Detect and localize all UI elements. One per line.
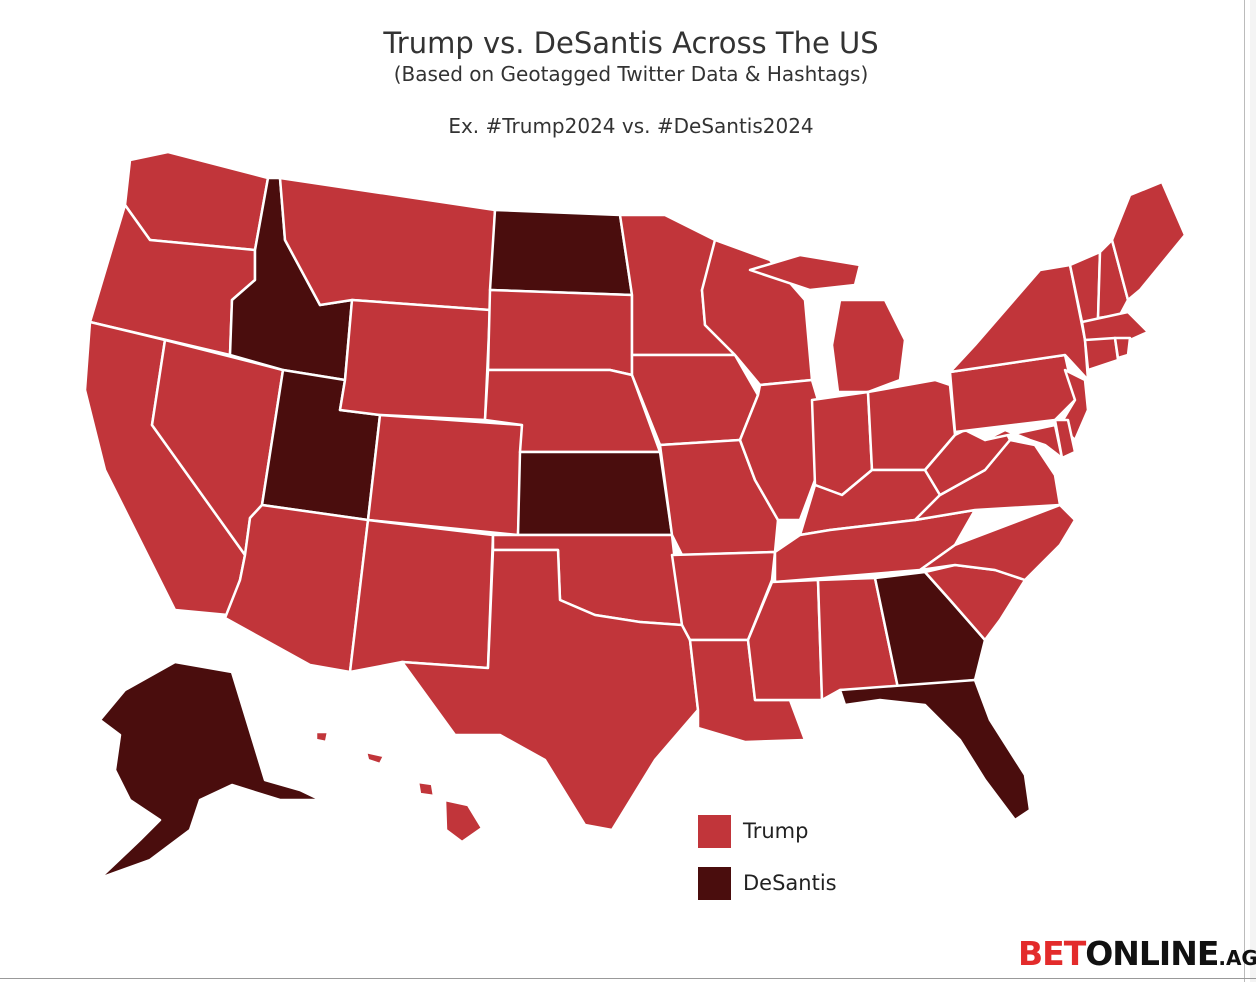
state-montana bbox=[278, 176, 497, 312]
state-alaska bbox=[98, 660, 354, 880]
state-delaware bbox=[1053, 418, 1077, 460]
legend-item-trump: Trump bbox=[698, 814, 809, 848]
legend-swatch-trump bbox=[698, 814, 731, 848]
state-massachusetts bbox=[1080, 310, 1150, 342]
betonline-logo: BETONLINE.AG bbox=[1018, 934, 1256, 973]
state-hawaii-kauai bbox=[314, 730, 330, 744]
state-hawaii bbox=[443, 798, 484, 844]
state-colorado bbox=[366, 413, 524, 537]
state-connecticut bbox=[1083, 336, 1120, 372]
state-north-dakota bbox=[488, 208, 634, 297]
state-wyoming bbox=[338, 298, 492, 422]
state-new-hampshire bbox=[1096, 238, 1130, 320]
state-new-mexico bbox=[348, 518, 495, 674]
frame-border-bottom bbox=[0, 978, 1256, 979]
state-michigan bbox=[830, 298, 907, 394]
map-title: Trump vs. DeSantis Across The US bbox=[383, 26, 879, 60]
legend-label-desantis: DeSantis bbox=[743, 871, 837, 895]
legend-item-desantis: DeSantis bbox=[698, 866, 837, 900]
hashtag-example: Ex. #Trump2024 vs. #DeSantis2024 bbox=[448, 114, 814, 138]
state-rhode-island bbox=[1113, 336, 1132, 360]
frame-margin-right bbox=[1250, 0, 1256, 982]
state-texas bbox=[400, 548, 700, 832]
state-florida bbox=[838, 678, 1032, 822]
frame-border-right bbox=[1244, 0, 1245, 982]
state-hawaii-maui bbox=[416, 780, 436, 798]
state-hawaii-oahu bbox=[364, 750, 386, 766]
state-north-carolina bbox=[918, 503, 1077, 582]
state-kansas bbox=[516, 450, 674, 537]
state-michigan-upper bbox=[748, 253, 862, 292]
legend-label-trump: Trump bbox=[743, 819, 809, 843]
state-south-dakota bbox=[486, 288, 634, 377]
map-subtitle: (Based on Geotagged Twitter Data & Hasht… bbox=[393, 62, 869, 86]
state-maine bbox=[1110, 180, 1187, 302]
state-illinois bbox=[738, 378, 820, 522]
legend-swatch-desantis bbox=[698, 866, 731, 900]
